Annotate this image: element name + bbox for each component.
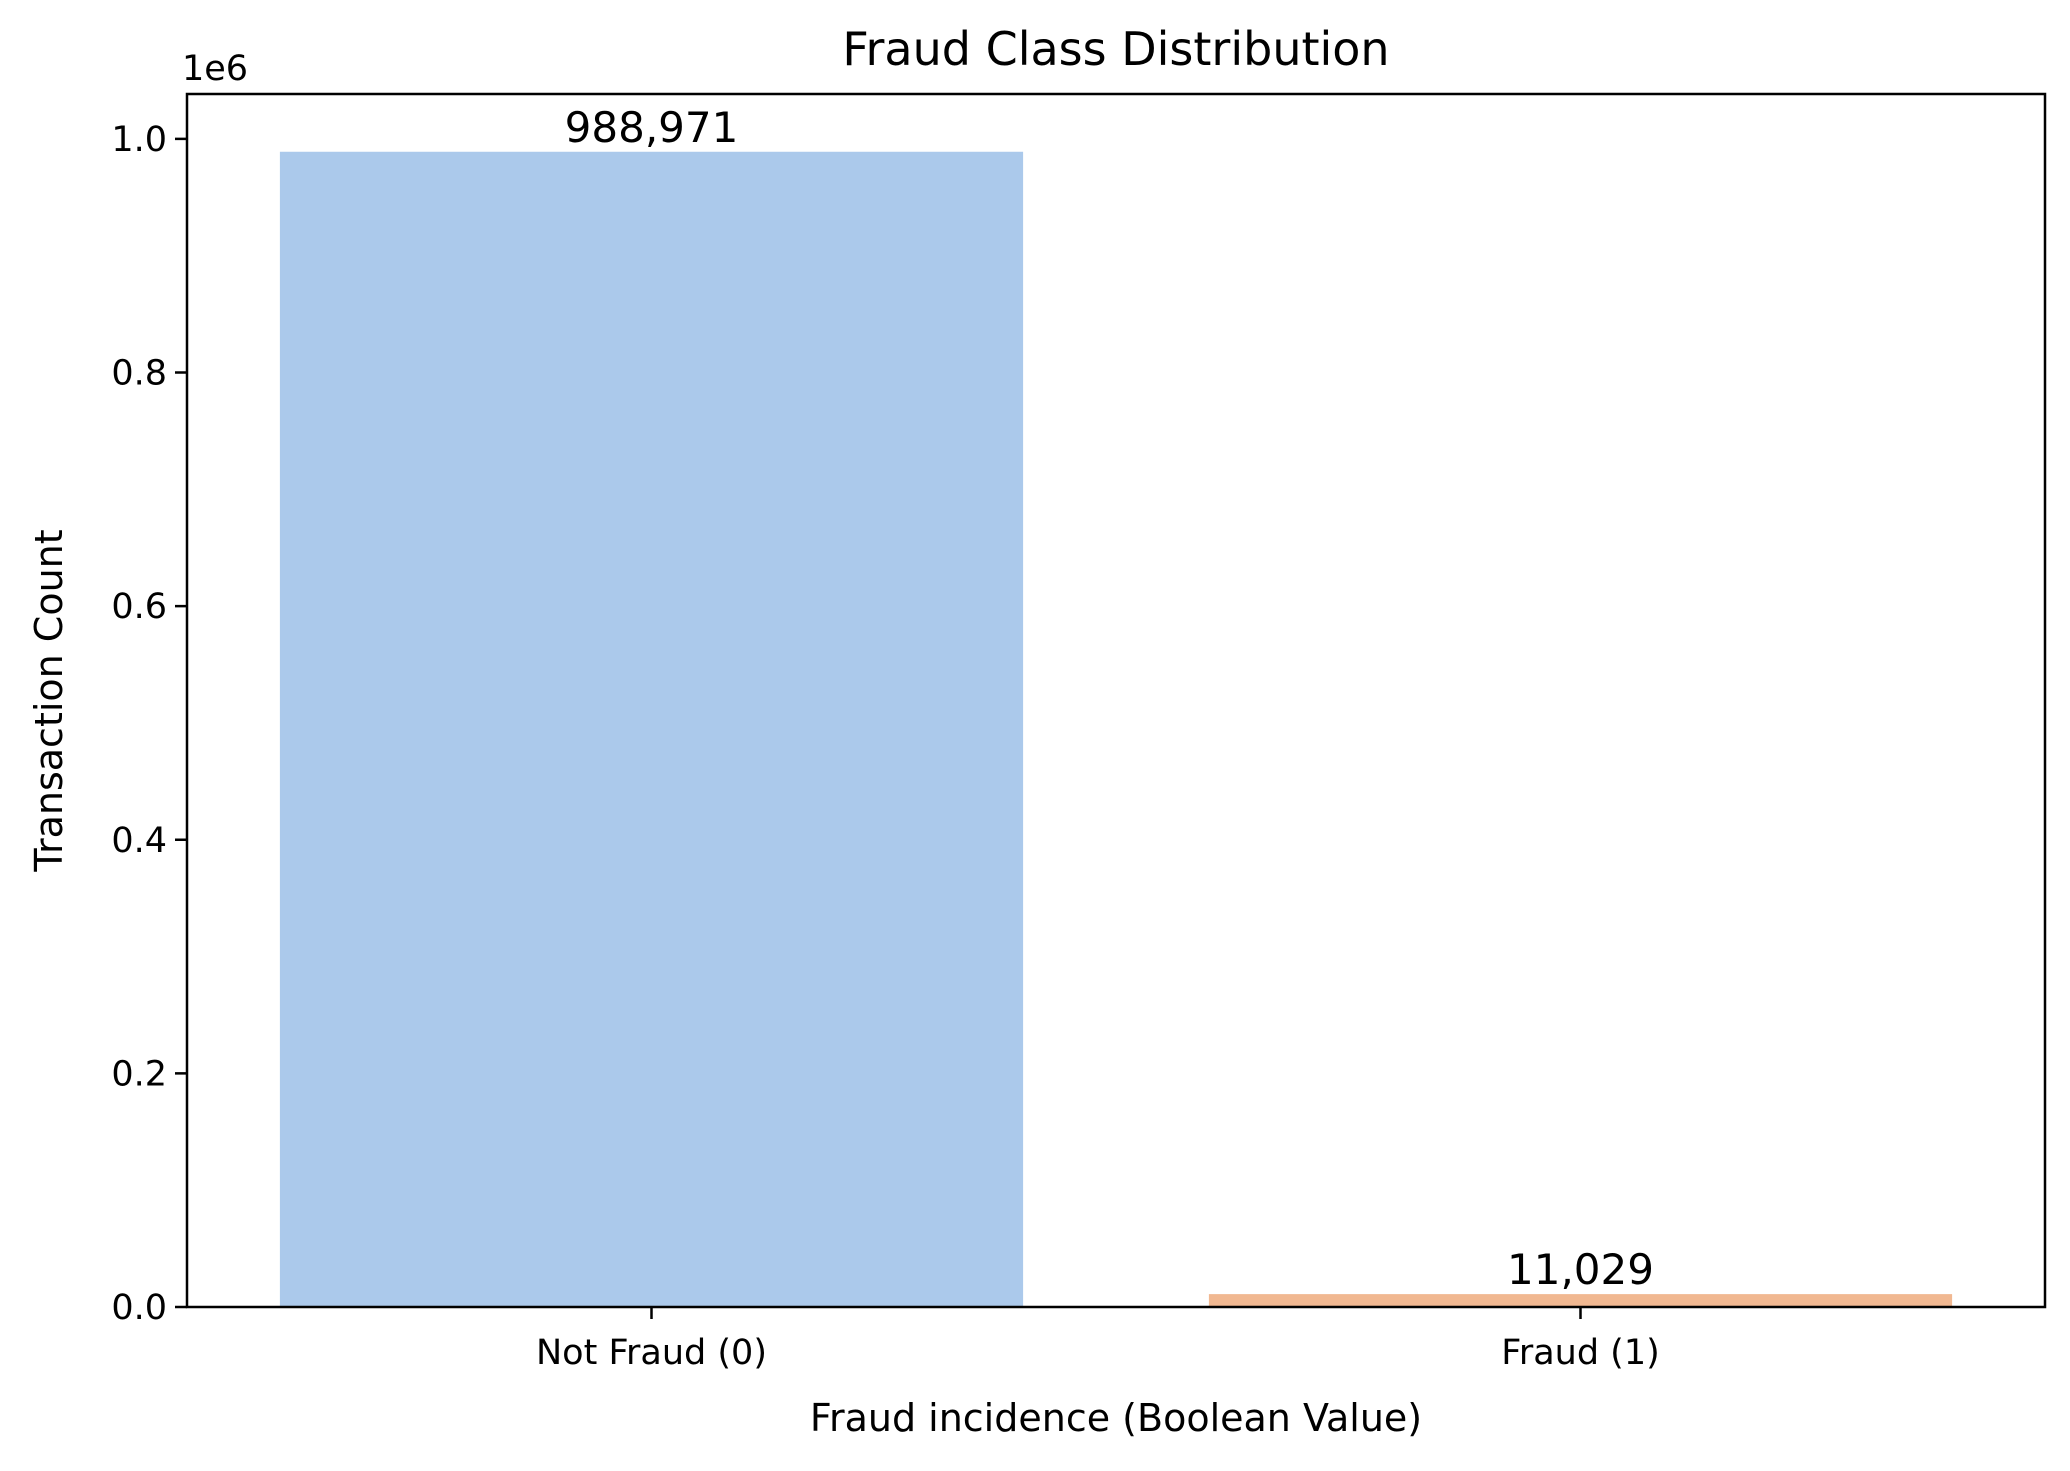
x-tick-label-1: Fraud (1) [1501, 1333, 1660, 1373]
bar-labels-layer: 988,971 11,029 [565, 103, 1654, 1294]
y-axis-ticks: 0.0 0.2 0.4 0.6 0.8 1.0 [111, 120, 187, 1328]
y-axis-offset-label: 1e6 [182, 49, 248, 89]
bar-1 [1208, 1294, 1953, 1307]
bars-layer [279, 151, 1953, 1307]
plot-frame [185, 92, 2047, 1309]
y-axis-label: Transaction Count [27, 529, 71, 872]
y-tick-label-1: 0.2 [111, 1054, 167, 1094]
x-axis-ticks: Not Fraud (0) Fraud (1) [536, 1307, 1660, 1373]
chart-title: Fraud Class Distribution [842, 22, 1389, 76]
x-tick-label-0: Not Fraud (0) [536, 1333, 767, 1373]
y-tick-label-2: 0.4 [111, 821, 167, 861]
y-tick-label-0: 0.0 [111, 1288, 167, 1328]
y-tick-label-5: 1.0 [111, 120, 167, 160]
bar-value-label-0: 988,971 [565, 103, 739, 152]
y-tick-label-3: 0.6 [111, 587, 167, 627]
y-tick-label-4: 0.8 [111, 354, 167, 394]
x-axis-label: Fraud incidence (Boolean Value) [810, 1396, 1422, 1440]
bar-0 [279, 151, 1024, 1307]
bar-value-label-1: 11,029 [1507, 1245, 1654, 1294]
